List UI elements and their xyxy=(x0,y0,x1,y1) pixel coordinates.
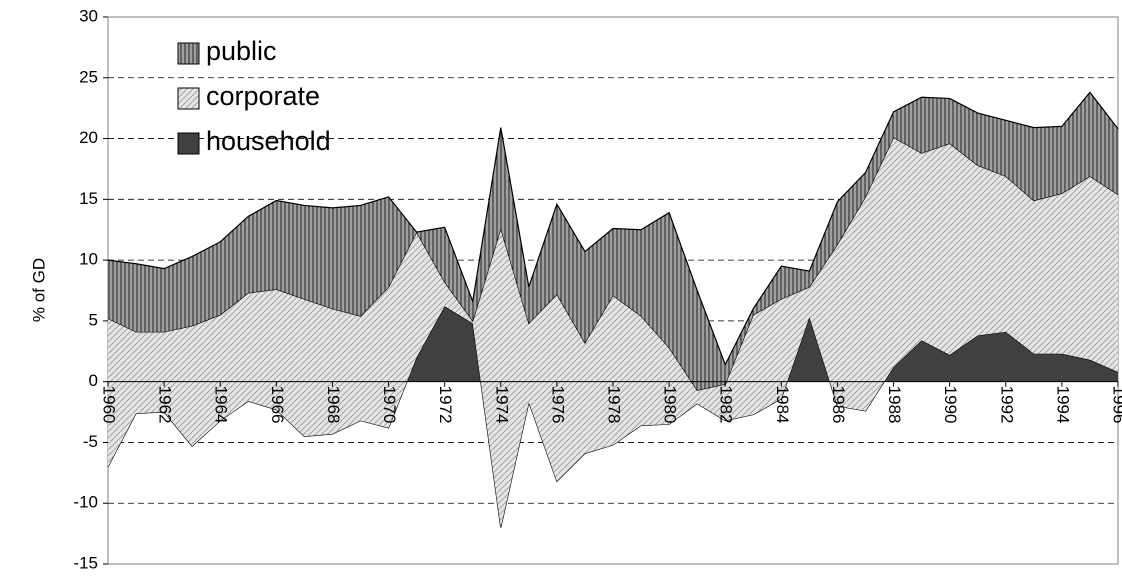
x-tick-label: 1964 xyxy=(212,386,231,424)
y-tick-label: -10 xyxy=(73,493,98,512)
y-tick-label: 25 xyxy=(79,67,98,86)
y-tick-label: 5 xyxy=(89,310,98,329)
legend-label: public xyxy=(206,36,277,66)
legend-label: corporate xyxy=(206,81,320,111)
x-tick-label: 1982 xyxy=(717,386,736,424)
x-tick-label: 1972 xyxy=(436,386,455,424)
y-tick-label: 15 xyxy=(79,189,98,208)
area-corporate xyxy=(108,137,1118,528)
x-tick-label: 1994 xyxy=(1053,386,1072,424)
x-tick-label: 1980 xyxy=(661,386,680,424)
x-tick-label: 1988 xyxy=(885,386,904,424)
legend-swatch xyxy=(177,132,200,155)
legend-swatch xyxy=(177,87,200,110)
y-tick-label: -5 xyxy=(83,432,98,451)
x-tick-label: 1968 xyxy=(324,386,343,424)
x-tick-label: 1962 xyxy=(156,386,175,424)
x-tick-label: 1986 xyxy=(829,386,848,424)
area-edge xyxy=(107,91,1119,367)
y-tick-label: 0 xyxy=(89,371,98,390)
x-tick-label: 1970 xyxy=(380,386,399,424)
x-tick-label: 1978 xyxy=(605,386,624,424)
x-tick-label: 1960 xyxy=(100,386,119,424)
y-tick-label: 10 xyxy=(79,250,98,269)
y-tick-label: -15 xyxy=(73,553,98,572)
legend-swatch xyxy=(177,42,200,65)
x-tick-label: 1990 xyxy=(941,386,960,424)
area-public xyxy=(108,92,1118,391)
y-axis-label: % of GD xyxy=(29,258,48,322)
y-tick-label: 20 xyxy=(79,128,98,147)
x-tick-label: 1984 xyxy=(773,386,792,424)
x-tick-label: 1992 xyxy=(997,386,1016,424)
y-tick-label: 30 xyxy=(79,6,98,25)
legend-label: household xyxy=(206,126,331,156)
x-tick-label: 1974 xyxy=(492,386,511,424)
x-tick-label: 1966 xyxy=(268,386,287,424)
x-tick-label: 1976 xyxy=(548,386,567,424)
x-tick-label: 1996 xyxy=(1110,386,1122,424)
